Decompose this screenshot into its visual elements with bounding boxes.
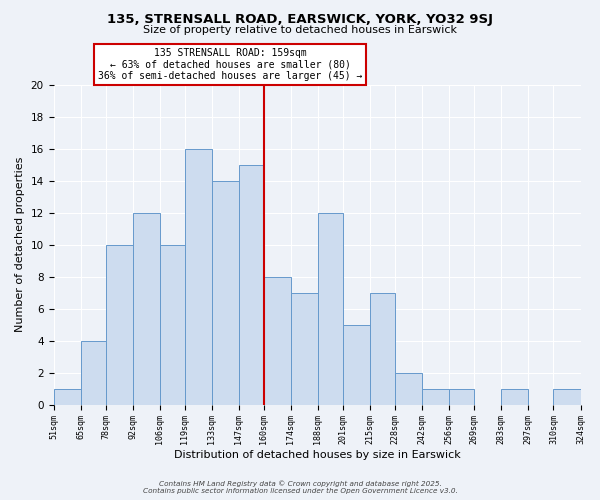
Bar [318,212,343,404]
Text: 135 STRENSALL ROAD: 159sqm
← 63% of detached houses are smaller (80)
36% of semi: 135 STRENSALL ROAD: 159sqm ← 63% of deta… [98,48,362,82]
Bar [553,388,581,404]
Text: Size of property relative to detached houses in Earswick: Size of property relative to detached ho… [143,25,457,35]
Bar [212,180,239,404]
Bar [106,244,133,404]
Bar [370,292,395,405]
Bar [449,388,475,404]
Bar [395,372,422,404]
Bar [53,388,80,404]
Text: Contains HM Land Registry data © Crown copyright and database right 2025.
Contai: Contains HM Land Registry data © Crown c… [143,480,457,494]
Bar [291,292,318,405]
X-axis label: Distribution of detached houses by size in Earswick: Distribution of detached houses by size … [173,450,460,460]
Bar [133,212,160,404]
Bar [239,164,264,404]
Bar [343,324,370,404]
Bar [160,244,185,404]
Bar [80,340,106,404]
Bar [264,276,291,404]
Bar [422,388,449,404]
Y-axis label: Number of detached properties: Number of detached properties [15,157,25,332]
Bar [185,148,212,404]
Text: 135, STRENSALL ROAD, EARSWICK, YORK, YO32 9SJ: 135, STRENSALL ROAD, EARSWICK, YORK, YO3… [107,12,493,26]
Bar [502,388,529,404]
